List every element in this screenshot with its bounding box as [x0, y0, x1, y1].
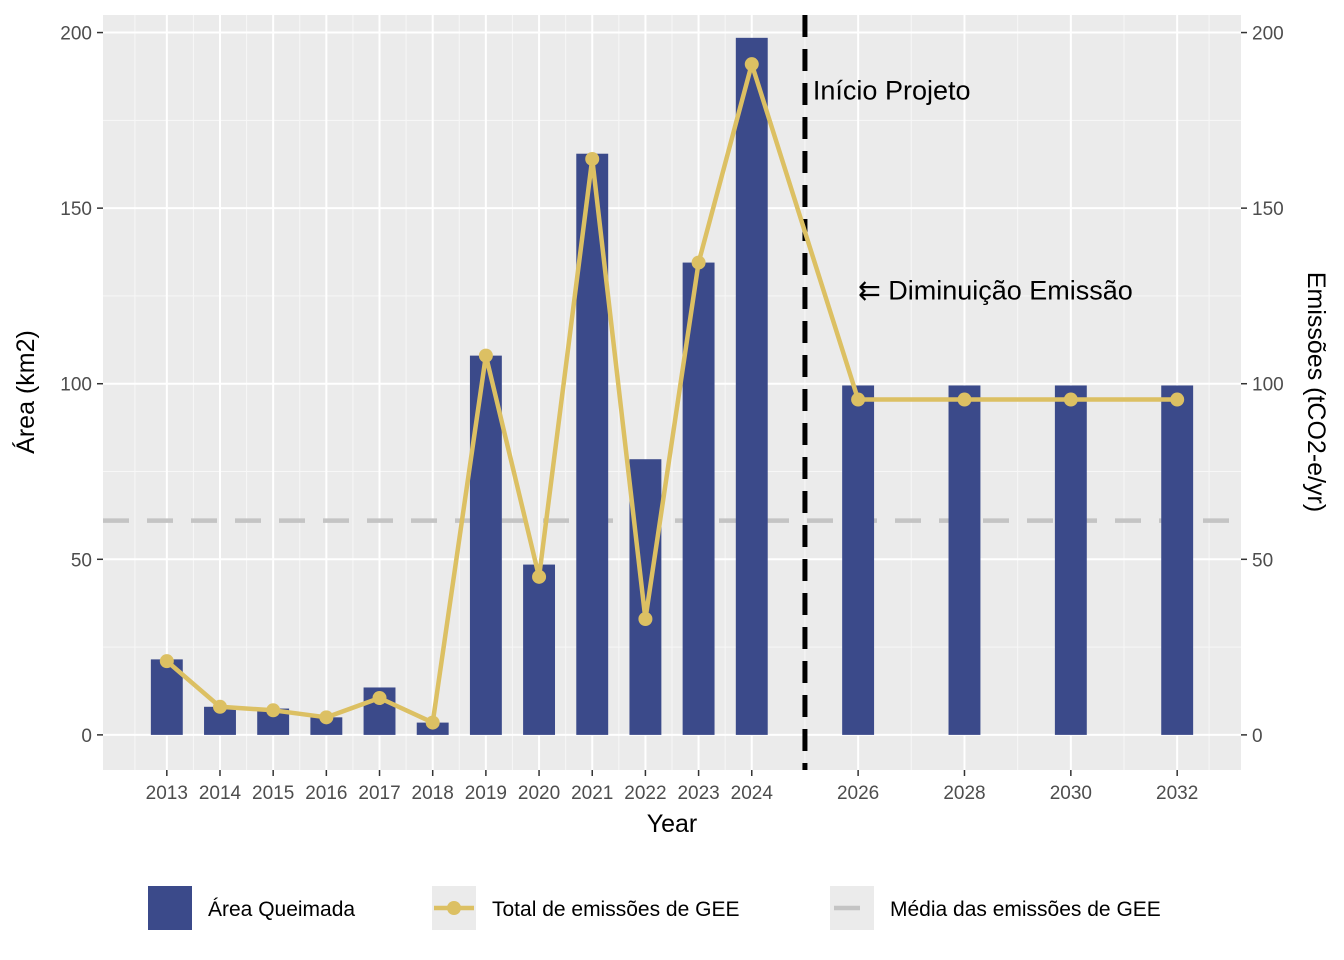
- annotations: Início Projeto ⇇ Diminuição Emissão: [813, 75, 1133, 305]
- legend-key-bars: [148, 886, 192, 930]
- emission-point-2022: [638, 612, 653, 626]
- x-tick-label: 2019: [465, 783, 507, 804]
- bar-2026: [842, 385, 875, 735]
- bar-2030: [1054, 385, 1087, 735]
- bar-2019: [469, 355, 502, 735]
- legend-label-mean: Média das emissões de GEE: [890, 898, 1161, 921]
- bar-2028: [948, 385, 981, 735]
- x-tick-label: 2013: [146, 783, 188, 804]
- x-tick-label: 2015: [252, 783, 294, 804]
- y-left-tick-label: 0: [81, 726, 92, 747]
- x-tick-label: 2014: [199, 783, 242, 804]
- emission-point-2028: [957, 392, 972, 407]
- x-tick-label: 2018: [412, 783, 454, 804]
- y-right-axis-title: Emissões (tCO2-e/yr): [1302, 272, 1330, 512]
- bar-2032: [1161, 385, 1194, 735]
- legend-key-point: [447, 901, 461, 915]
- x-tick-label: 2017: [358, 783, 400, 804]
- y-left-tick-label: 100: [60, 375, 92, 396]
- emission-point-2017: [372, 691, 387, 706]
- annotation-1: ⇇ Diminuição Emissão: [858, 275, 1133, 305]
- y-right-tick-label: 200: [1252, 24, 1284, 45]
- y-left-axis-title: Área (km2): [11, 330, 40, 454]
- x-tick-label: 2022: [624, 783, 666, 804]
- emission-point-2015: [266, 703, 281, 718]
- y-left-tick-label: 50: [71, 550, 92, 571]
- y-right-tick-label: 150: [1252, 199, 1284, 220]
- emission-point-2030: [1063, 392, 1078, 407]
- y-right-tick-label: 0: [1252, 726, 1263, 747]
- emission-point-2024: [744, 57, 759, 72]
- emission-point-2016: [319, 710, 334, 725]
- legend-label-bars: Área Queimada: [208, 898, 355, 921]
- x-tick-label: 2023: [677, 783, 719, 804]
- bar-2022: [629, 459, 662, 735]
- x-tick-label: 2028: [943, 783, 985, 804]
- emission-point-2021: [585, 151, 600, 166]
- legend: Área Queimada Total de emissões de GEE Méd…: [148, 886, 1161, 930]
- emission-point-2013: [159, 654, 174, 669]
- bar-2016: [310, 717, 343, 735]
- bar-2020: [523, 564, 556, 735]
- y-right-tick-label: 50: [1252, 550, 1273, 571]
- annotation-0: Início Projeto: [813, 75, 971, 105]
- emission-point-2032: [1170, 392, 1185, 407]
- x-tick-label: 2024: [731, 783, 774, 804]
- emission-point-2023: [691, 255, 706, 270]
- x-tick-label: 2030: [1050, 783, 1092, 804]
- emission-series: [159, 57, 1185, 730]
- x-axis-title: Year: [647, 810, 698, 838]
- bar-2024: [735, 37, 768, 735]
- emission-point-2026: [851, 392, 866, 407]
- bars: [150, 37, 1194, 735]
- x-tick-label: 2016: [305, 783, 347, 804]
- minor-grid: [103, 15, 1241, 770]
- x-tick-label: 2021: [571, 783, 613, 804]
- emission-point-2014: [212, 699, 227, 714]
- x-tick-label: 2026: [837, 783, 879, 804]
- emission-line: [165, 61, 1178, 725]
- y-left-tick-label: 200: [60, 24, 92, 45]
- legend-label-line: Total de emissões de GEE: [492, 898, 739, 921]
- axes: 0 0 50 50 100 100 150 150 200 200 2013 2014 2015 2016…: [60, 24, 1283, 804]
- x-tick-label: 2020: [518, 783, 560, 804]
- y-right-tick-label: 100: [1252, 375, 1284, 396]
- emission-point-2020: [532, 569, 547, 584]
- x-tick-label: 2032: [1156, 783, 1198, 804]
- y-left-tick-label: 150: [60, 199, 92, 220]
- emission-point-2019: [478, 348, 493, 363]
- emission-point-2018: [425, 715, 440, 730]
